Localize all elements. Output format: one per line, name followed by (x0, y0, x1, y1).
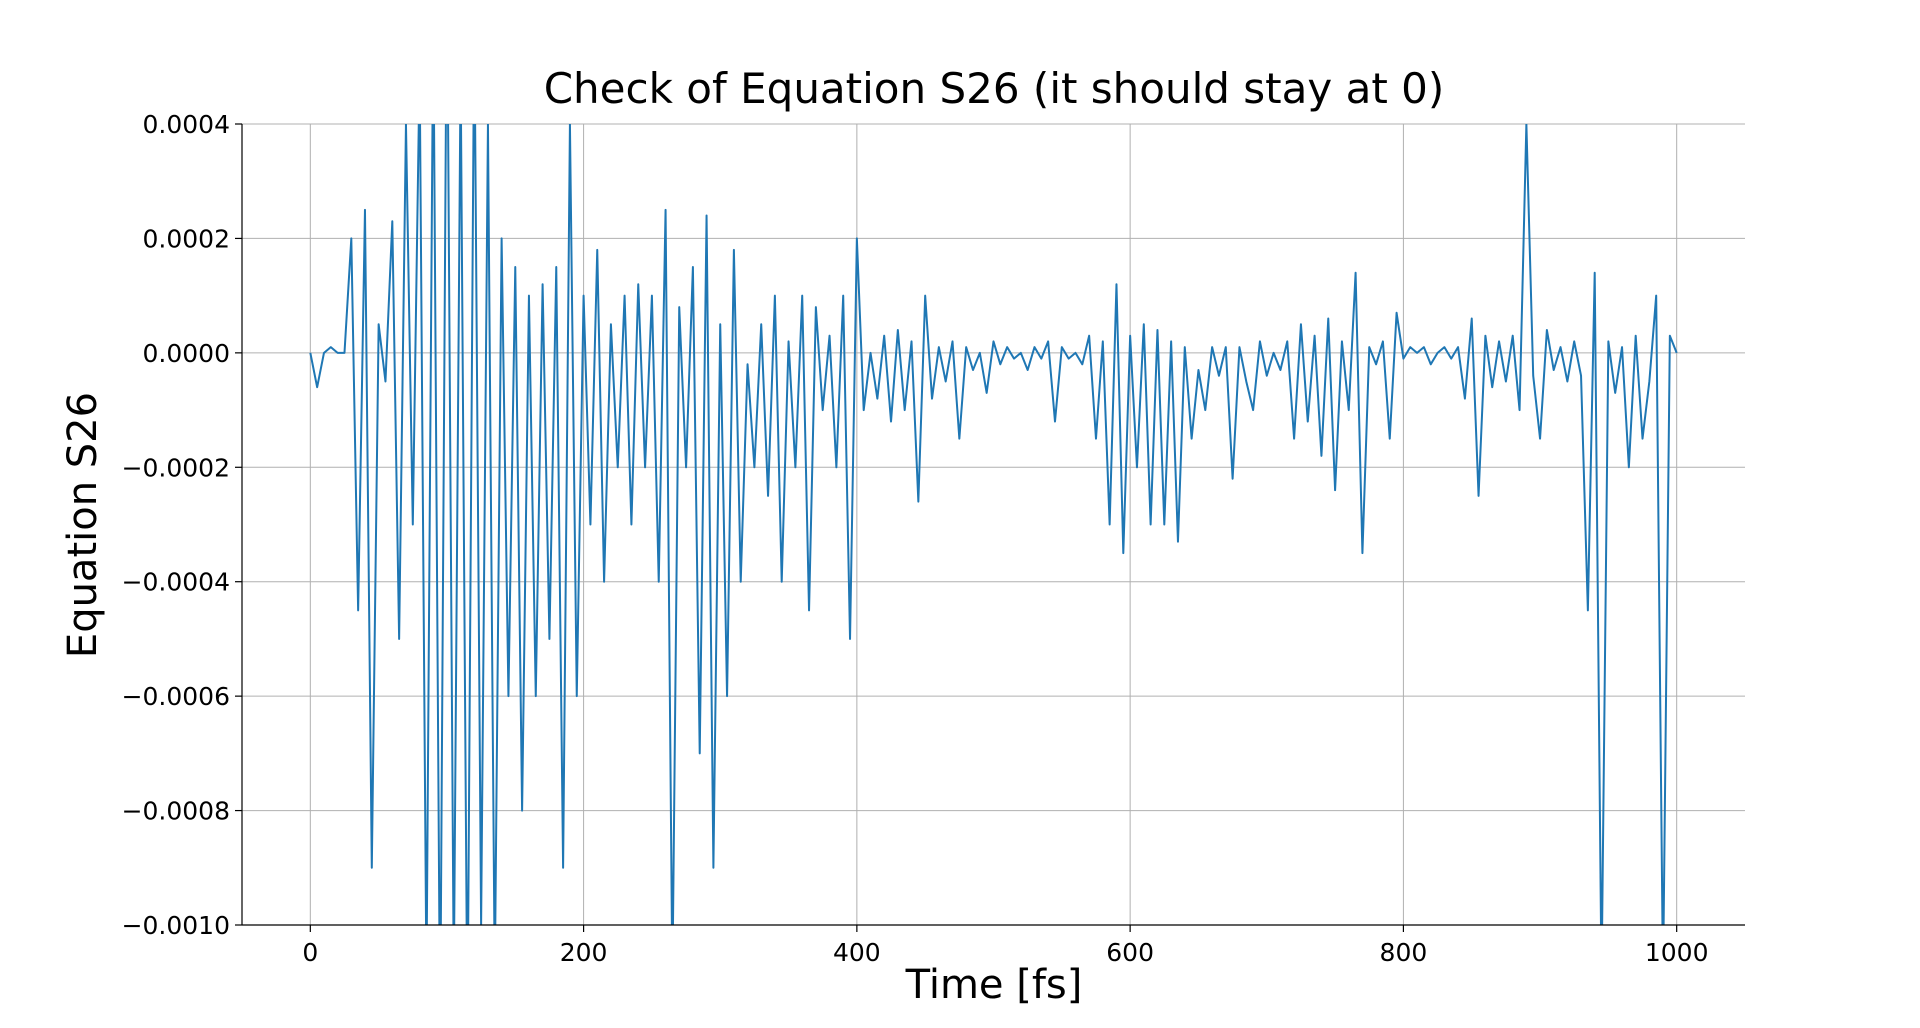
grid (242, 123, 1745, 926)
plot-area (309, 124, 1678, 925)
x-tick-label: 200 (560, 938, 608, 967)
y-tick-label: −0.0008 (122, 797, 230, 826)
y-tick-label: −0.0002 (122, 453, 230, 482)
data-line (309, 124, 1678, 925)
x-tick-label: 0 (302, 938, 318, 967)
x-tick-label: 600 (1106, 938, 1154, 967)
x-tick-label: 800 (1380, 938, 1428, 967)
ticks: −0.0010 −0.0008 −0.0006 −0.0004 −0.0002 0.000… (122, 110, 1709, 967)
y-tick-label: 0.0002 (143, 224, 230, 253)
y-tick-label: −0.0010 (122, 911, 230, 940)
y-axis-label: Equation S26 (60, 392, 106, 658)
y-tick-label: 0.0004 (143, 110, 230, 139)
x-tick-label: 400 (833, 938, 881, 967)
y-tick-label: 0.0000 (143, 339, 230, 368)
y-tick-label: −0.0004 (122, 568, 230, 597)
x-tick-label: 1000 (1645, 938, 1709, 967)
x-axis-label: Time [fs] (905, 962, 1083, 1008)
chart-title: Check of Equation S26 (it should stay at… (544, 64, 1445, 113)
y-tick-label: −0.0006 (122, 682, 230, 711)
